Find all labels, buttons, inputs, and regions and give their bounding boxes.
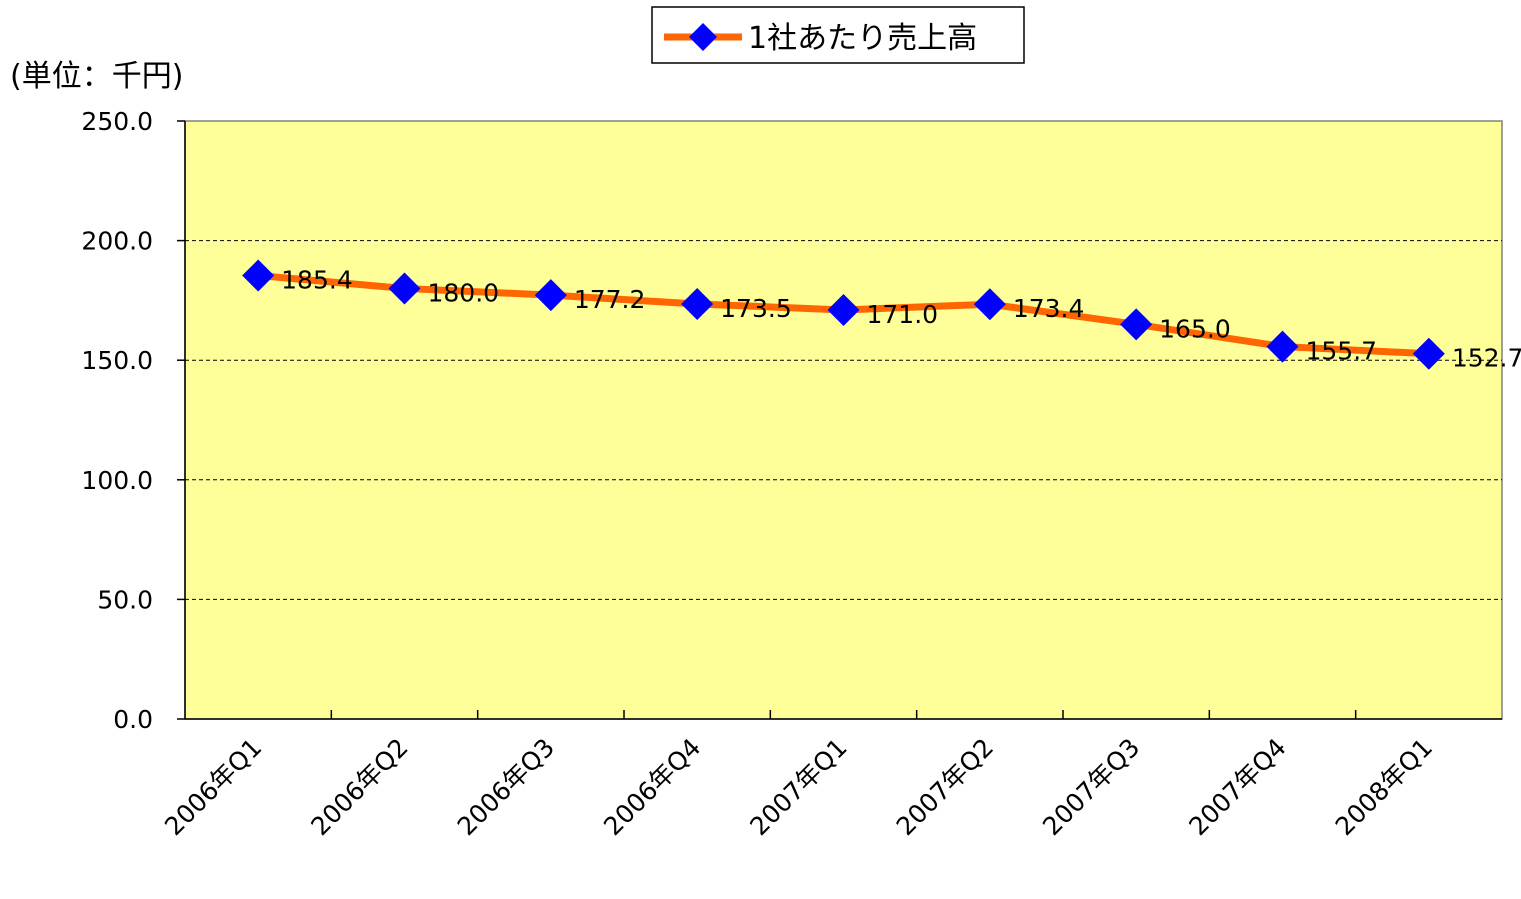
data-label: 165.0 — [1159, 314, 1231, 343]
data-label: 185.4 — [281, 266, 353, 295]
legend-label: 1社あたり売上高 — [748, 21, 977, 56]
data-label: 155.7 — [1306, 337, 1378, 366]
data-point — [242, 259, 275, 292]
legend-marker — [689, 23, 717, 51]
x-tick-label: 2007年Q1 — [744, 733, 852, 841]
data-point — [681, 287, 714, 320]
data-point — [1266, 330, 1299, 363]
legend: 1社あたり売上高 — [651, 6, 1025, 64]
x-tick-label: 2007年Q2 — [891, 733, 999, 841]
data-point — [973, 288, 1006, 321]
data-point — [827, 293, 860, 326]
x-tick-label: 2007年Q4 — [1183, 733, 1291, 841]
y-tick-label: 150.0 — [81, 346, 153, 375]
data-label: 177.2 — [574, 285, 646, 314]
x-tick-label: 2006年Q2 — [305, 733, 413, 841]
data-point — [388, 272, 421, 305]
data-point — [1120, 308, 1153, 341]
y-tick-label: 50.0 — [97, 585, 153, 614]
x-tick-label: 2006年Q4 — [598, 733, 706, 841]
data-label: 173.5 — [720, 294, 792, 323]
y-axis-label: (単位：千円) — [10, 59, 183, 94]
x-tick-label: 2007年Q3 — [1037, 733, 1145, 841]
y-tick-label: 100.0 — [81, 466, 153, 495]
data-point — [534, 279, 567, 312]
y-tick-label: 250.0 — [81, 107, 153, 136]
x-tick-label: 2006年Q3 — [452, 733, 560, 841]
x-tick-label: 2006年Q1 — [159, 733, 267, 841]
y-tick-label: 200.0 — [81, 227, 153, 256]
legend-box — [651, 6, 1025, 64]
data-label: 180.0 — [428, 278, 500, 307]
x-tick-label: 2008年Q1 — [1330, 733, 1438, 841]
data-label: 152.7 — [1452, 344, 1521, 373]
data-label: 173.4 — [1013, 294, 1085, 323]
data-point — [1412, 337, 1445, 370]
data-label: 171.0 — [867, 300, 939, 329]
y-tick-label: 0.0 — [113, 705, 153, 734]
plot-area — [184, 120, 1503, 720]
